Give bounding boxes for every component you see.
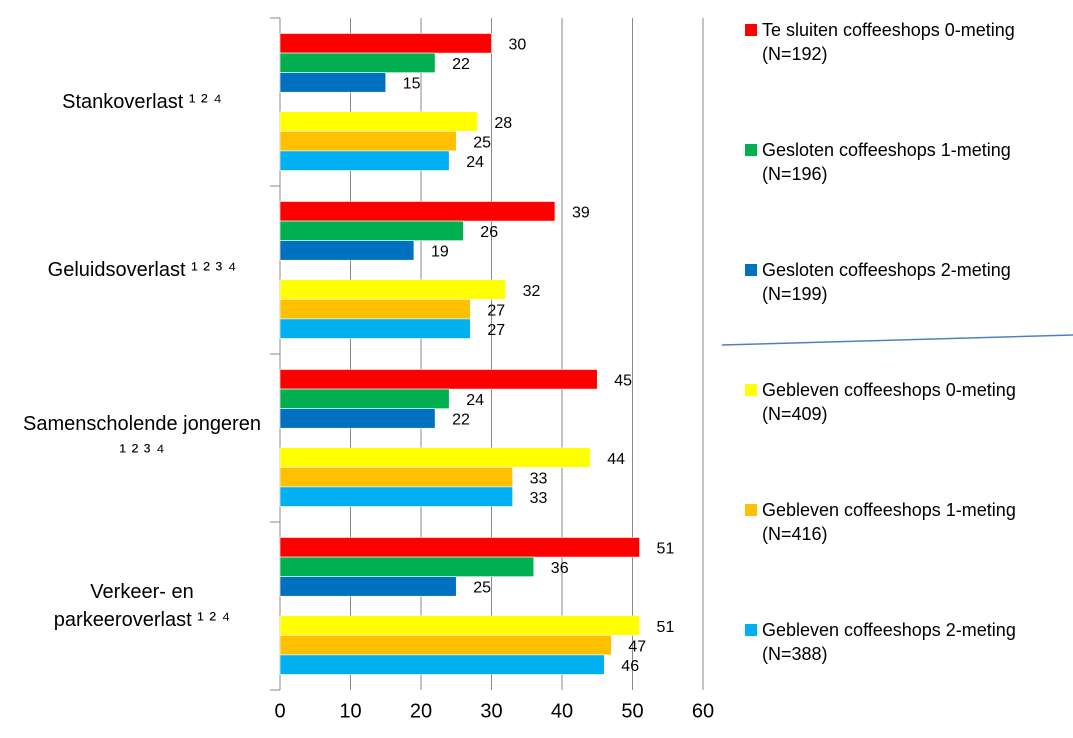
data-label: 24 — [466, 154, 484, 171]
data-label: 25 — [473, 580, 491, 597]
bar — [279, 635, 612, 656]
legend-swatch — [745, 144, 757, 156]
bar — [279, 556, 535, 577]
bar — [279, 576, 457, 597]
bar — [279, 654, 605, 675]
legend-item: Gebleven coffeeshops 0-meting (N=409) — [745, 378, 1055, 426]
data-label: 51 — [657, 541, 675, 558]
bar — [279, 111, 478, 132]
x-tick-label: 50 — [621, 700, 643, 722]
data-label: 15 — [403, 76, 421, 93]
bar — [279, 33, 492, 54]
legend-label: Gebleven coffeeshops 1-meting (N=416) — [762, 500, 1016, 544]
legend-item: Gebleven coffeeshops 1-meting (N=416) — [745, 498, 1055, 546]
legend-swatch — [745, 384, 757, 396]
x-tick-label: 0 — [274, 700, 285, 722]
y-tick-label: Stankoverlast ¹ ² ⁴ — [62, 91, 222, 113]
data-label: 26 — [480, 224, 498, 241]
data-label: 27 — [487, 302, 505, 319]
bar — [279, 408, 436, 429]
bar — [279, 369, 598, 390]
y-tick-label: Geluidsoverlast ¹ ² ³ ⁴ — [47, 259, 237, 281]
x-tick-label: 20 — [410, 700, 432, 722]
bar — [279, 299, 471, 320]
legend-label: Gesloten coffeeshops 1-meting (N=196) — [762, 140, 1011, 184]
data-label: 33 — [530, 470, 548, 487]
bar — [279, 131, 457, 152]
bar — [279, 240, 415, 261]
bar — [279, 52, 436, 73]
x-tick-label: 40 — [551, 700, 573, 722]
bar — [279, 467, 513, 488]
legend-swatch — [745, 264, 757, 276]
legend-swatch — [745, 624, 757, 636]
data-label: 36 — [551, 560, 569, 577]
data-label: 24 — [466, 392, 484, 409]
data-label: 45 — [614, 373, 632, 390]
bar — [279, 388, 450, 409]
data-label: 22 — [452, 56, 470, 73]
legend-label: Te sluiten coffeeshops 0-meting (N=192) — [762, 20, 1015, 64]
data-label: 51 — [657, 619, 675, 636]
bar — [279, 537, 640, 558]
legend-separator — [721, 334, 1073, 346]
legend-label: Gebleven coffeeshops 0-meting (N=409) — [762, 380, 1016, 424]
data-label: 47 — [628, 638, 646, 655]
bar — [279, 447, 591, 468]
bar — [279, 486, 513, 507]
legend-label: Gesloten coffeeshops 2-meting (N=199) — [762, 260, 1011, 304]
x-tick-label: 10 — [339, 700, 361, 722]
x-tick-label: 30 — [480, 700, 502, 722]
legend-item: Gesloten coffeeshops 2-meting (N=199) — [745, 258, 1055, 306]
legend-swatch — [745, 24, 757, 36]
bar — [279, 615, 640, 636]
legend-swatch — [745, 504, 757, 516]
data-label: 25 — [473, 134, 491, 151]
bar — [279, 150, 450, 171]
data-label: 46 — [621, 658, 639, 675]
data-label: 27 — [487, 322, 505, 339]
data-label: 33 — [530, 490, 548, 507]
data-label: 28 — [494, 115, 512, 132]
bar — [279, 220, 464, 241]
bar — [279, 201, 556, 222]
legend-item: Te sluiten coffeeshops 0-meting (N=192) — [745, 18, 1055, 66]
legend-item: Gebleven coffeeshops 2-meting (N=388) — [745, 618, 1055, 666]
x-tick-label: 60 — [692, 700, 714, 722]
data-label: 32 — [523, 283, 541, 300]
data-label: 44 — [607, 451, 625, 468]
bar — [279, 72, 387, 93]
bar — [279, 279, 506, 300]
y-tick-label: Samenscholende jongeren ¹ ² ³ ⁴ — [23, 413, 261, 463]
data-label: 39 — [572, 205, 590, 222]
data-label: 19 — [431, 244, 449, 261]
legend-label: Gebleven coffeeshops 2-meting (N=388) — [762, 620, 1016, 664]
data-label: 30 — [509, 37, 527, 54]
data-label: 22 — [452, 412, 470, 429]
y-tick-label: Verkeer- en parkeeroverlast ¹ ² ⁴ — [53, 581, 231, 631]
bar — [279, 318, 471, 339]
legend-item: Gesloten coffeeshops 1-meting (N=196) — [745, 138, 1055, 186]
